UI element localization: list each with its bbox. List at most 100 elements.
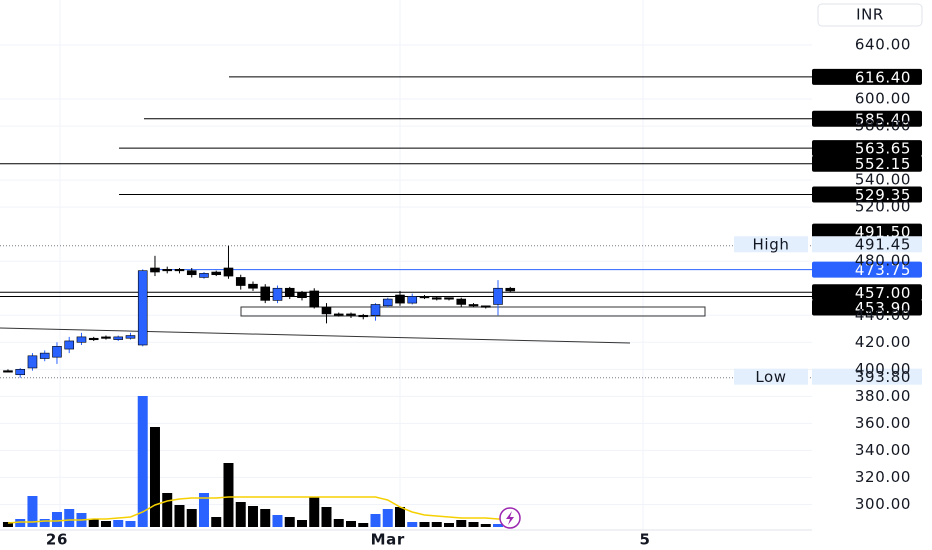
candle-body <box>272 287 283 301</box>
candle-body <box>15 369 26 376</box>
candle-body <box>137 270 148 346</box>
candle-body <box>3 370 13 373</box>
candle-body <box>456 298 467 305</box>
candle-body <box>419 296 430 299</box>
volume-bar <box>235 502 246 527</box>
candle-body <box>493 287 503 305</box>
volume-average-line <box>7 496 511 524</box>
volume-bar <box>468 522 479 527</box>
marker-name: Low <box>755 368 786 386</box>
candle-body <box>248 283 258 289</box>
price-tag <box>812 284 922 301</box>
currency-button[interactable] <box>817 3 923 27</box>
range-box <box>240 306 706 317</box>
volume-bar <box>394 507 405 527</box>
price-tag-label: 585.40 <box>855 110 911 128</box>
price-tag <box>812 155 922 172</box>
price-tag-label: 529.35 <box>855 186 911 204</box>
candle-body <box>223 267 234 277</box>
y-tick-label: 600.00 <box>855 90 911 108</box>
volume-bar <box>358 523 369 527</box>
volume-bar <box>284 517 295 527</box>
marker-tag-label: 491.45 <box>855 236 911 254</box>
y-tick-label: 520.00 <box>855 198 911 216</box>
volume-bar <box>260 509 271 527</box>
volume-bar <box>39 519 50 527</box>
volume-bar <box>125 521 136 527</box>
marker-name-bg <box>734 236 808 253</box>
volume-bar <box>27 496 38 527</box>
candle-body <box>162 269 173 272</box>
volume-bar <box>51 512 62 527</box>
y-tick-label: 300.00 <box>855 495 911 513</box>
candle-body <box>431 297 442 300</box>
candle-body <box>297 291 307 299</box>
volume-bar <box>247 506 258 527</box>
candle-body <box>395 294 405 304</box>
volume-bar <box>223 463 234 527</box>
price-tags: 616.40585.40563.65552.15529.35491.50473.… <box>734 68 922 386</box>
candle-body <box>199 273 209 278</box>
currency-label: INR <box>856 6 884 24</box>
volume-bar <box>407 522 418 527</box>
volume-bar <box>333 519 344 527</box>
volume-bar <box>444 523 455 527</box>
grid <box>0 0 812 530</box>
price-tag <box>812 223 922 240</box>
volume-bar <box>88 519 99 527</box>
price-tag <box>812 140 922 157</box>
volume-bar <box>198 493 209 527</box>
y-tick-label: 320.00 <box>855 468 911 486</box>
marker-tag <box>812 368 922 385</box>
volume-bar <box>382 509 393 527</box>
marker-name: High <box>753 236 790 254</box>
volume-bar <box>186 509 197 527</box>
candle-body <box>52 346 62 358</box>
candle-body <box>321 306 332 315</box>
candle-body <box>444 297 454 300</box>
candle-body <box>480 305 491 308</box>
trend-line <box>0 327 631 344</box>
candle-body <box>27 355 38 369</box>
candle-body <box>211 271 222 276</box>
price-tag <box>812 299 922 316</box>
drawings <box>0 306 706 344</box>
y-tick-label: 640.00 <box>855 36 911 54</box>
candle-body <box>382 298 393 307</box>
candle-body <box>333 313 344 316</box>
candle-body <box>358 314 369 318</box>
y-tick-label: 480.00 <box>855 252 911 270</box>
candle-body <box>101 336 111 339</box>
price-tag-label: 616.40 <box>855 68 911 86</box>
event-icon-bolt <box>506 511 514 525</box>
marks <box>0 76 812 527</box>
volume-bar <box>296 520 307 527</box>
x-tick-label: 5 <box>639 531 650 549</box>
volume-bar <box>2 522 13 527</box>
volume-bar <box>309 497 320 527</box>
price-tag <box>812 186 922 203</box>
y-tick-label: 400.00 <box>855 360 911 378</box>
marker-tag-label: 393.80 <box>855 368 911 386</box>
candle-body <box>346 313 356 316</box>
price-tag-label: 473.75 <box>855 261 911 279</box>
volume-bar <box>15 519 26 527</box>
candle-body <box>260 286 271 301</box>
price-tag <box>812 68 922 85</box>
candle-body <box>64 340 75 350</box>
volume-bar <box>113 520 124 527</box>
candle-body <box>235 277 246 286</box>
volume-bar <box>149 427 160 527</box>
volume-bar <box>64 509 75 527</box>
volume-bar <box>480 524 491 527</box>
volume-bar <box>321 507 332 527</box>
volume-bar <box>370 514 381 527</box>
candle-body <box>150 267 160 273</box>
candle-body <box>505 287 516 292</box>
x-tick-label: 26 <box>46 531 68 549</box>
volume-bar <box>100 521 111 527</box>
volume-bar <box>272 515 283 527</box>
price-tag-label: 552.15 <box>855 155 911 173</box>
candle-body <box>468 304 479 307</box>
price-tag-label: 457.00 <box>855 284 911 302</box>
